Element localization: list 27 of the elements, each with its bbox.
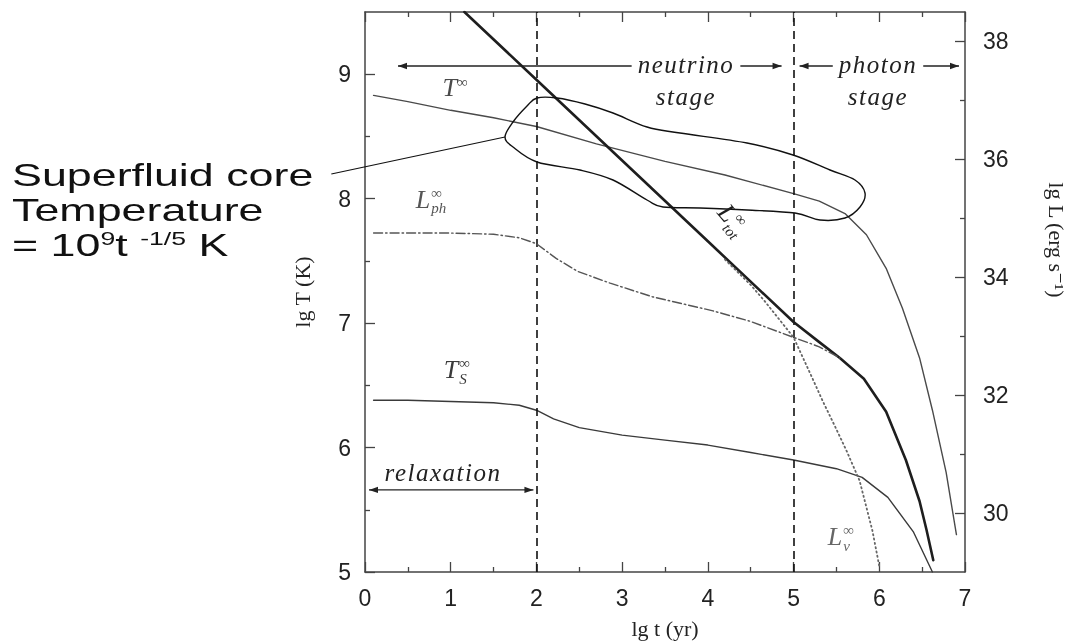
annotation: relaxation — [384, 458, 502, 486]
y-tick-label: 6 — [338, 434, 351, 461]
x-tick-label: 1 — [444, 584, 458, 611]
y-tick-label: 8 — [338, 185, 351, 212]
x-tick-label: 6 — [872, 584, 886, 611]
y2-tick-label: 34 — [983, 264, 1009, 291]
x-tick-label: 5 — [787, 584, 800, 611]
y-tick-label: 5 — [338, 559, 351, 585]
x-tick-label: 4 — [701, 584, 715, 611]
x-axis-title: lg t (yr) — [631, 615, 699, 641]
annotation: neutrino stage — [637, 50, 735, 112]
y-tick-label: 7 — [338, 310, 351, 337]
x-tick-label: 7 — [958, 584, 972, 611]
y2-tick-label: 32 — [983, 382, 1009, 409]
text: Ltot∞ — [710, 197, 752, 243]
y2-tick-label: 30 — [983, 500, 1009, 527]
x-tick-label: 2 — [530, 584, 543, 611]
y2-axis-title: lg L (erg s⁻¹) — [1043, 182, 1069, 298]
y-tick-label: 9 — [338, 61, 351, 88]
x-tick-label: 0 — [358, 584, 372, 611]
y2-tick-label: 38 — [983, 28, 1009, 55]
series-label: T$^{∞}$ — [442, 73, 468, 103]
x-tick-label: 3 — [615, 584, 629, 611]
y2-tick-label: 36 — [983, 146, 1009, 173]
line-series — [724, 258, 881, 568]
y-axis-title: lg T (K) — [289, 256, 315, 328]
annotation: photon stage — [838, 50, 918, 112]
